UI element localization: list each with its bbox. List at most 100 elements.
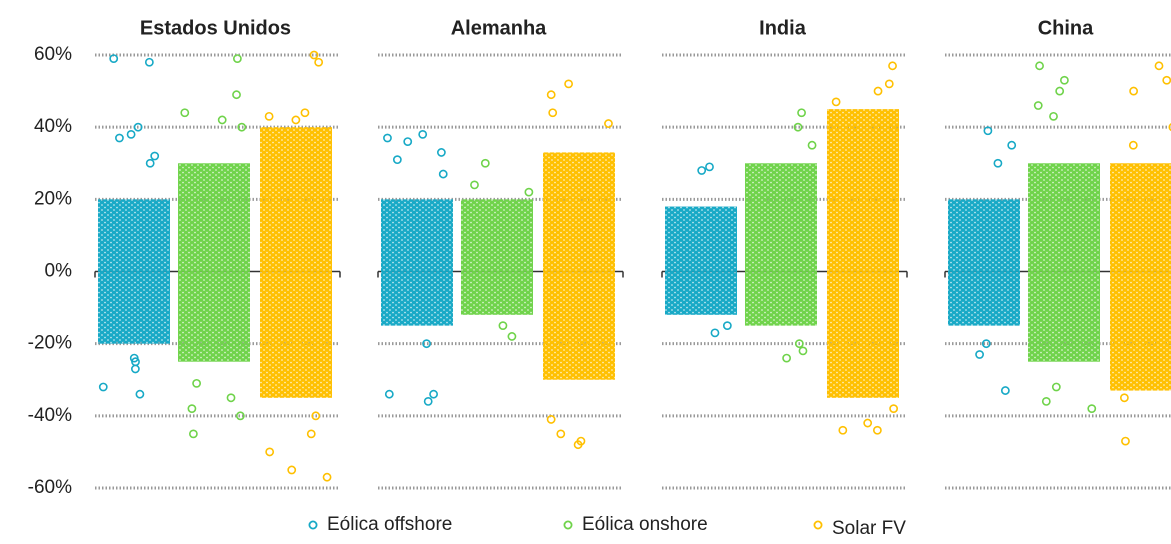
panel-title: Alemanha: [451, 17, 547, 39]
point: [1087, 404, 1097, 414]
point: [291, 115, 301, 125]
point: [797, 108, 806, 118]
legend-label: Eólica onshore: [582, 514, 708, 535]
dense-cloud: [543, 152, 615, 380]
y-tick-label: 60%: [34, 44, 72, 65]
point: [546, 90, 556, 100]
point: [556, 429, 566, 439]
dense-cloud: [948, 199, 1020, 326]
legend-marker: [813, 520, 823, 530]
dense-cloud: [260, 127, 332, 398]
y-tick-label: -60%: [28, 477, 72, 498]
point: [133, 122, 143, 132]
dense-cloud: [745, 163, 817, 326]
dense-cloud: [1028, 163, 1100, 362]
point: [993, 158, 1003, 168]
point: [309, 50, 319, 60]
point: [1121, 436, 1130, 446]
legend-label: Solar FV: [832, 518, 906, 539]
dense-cloud: [98, 199, 170, 344]
point: [145, 158, 155, 168]
legend-marker: [563, 520, 573, 530]
point: [237, 122, 247, 132]
point: [287, 465, 297, 475]
point: [983, 126, 993, 136]
point: [429, 389, 438, 399]
point: [889, 404, 899, 414]
point: [109, 54, 119, 64]
point: [1060, 75, 1069, 85]
point: [98, 382, 108, 392]
y-tick-label: 40%: [34, 116, 72, 137]
panel-title: China: [1038, 17, 1094, 39]
point: [546, 415, 556, 424]
point: [1035, 61, 1044, 71]
point: [150, 151, 160, 161]
point: [192, 378, 202, 388]
dense-cloud: [665, 206, 737, 315]
legend-label: Eólica offshore: [327, 514, 452, 535]
point: [1051, 382, 1061, 392]
point: [507, 332, 517, 341]
point: [1162, 75, 1171, 85]
y-tick-label: 0%: [45, 261, 73, 282]
point: [423, 396, 433, 406]
point: [418, 129, 428, 139]
point: [782, 353, 792, 363]
point: [981, 339, 991, 349]
legend-marker: [308, 520, 318, 530]
point: [524, 187, 534, 197]
point: [135, 389, 145, 399]
point: [422, 339, 431, 349]
dense-cloud: [1110, 163, 1171, 391]
point: [232, 90, 241, 100]
point: [306, 429, 316, 439]
point: [697, 166, 707, 175]
point: [1041, 396, 1051, 406]
point: [863, 418, 873, 428]
point: [438, 169, 448, 179]
y-tick-label: -40%: [28, 405, 72, 426]
point: [470, 180, 479, 190]
point: [498, 321, 508, 331]
y-tick-label: 20%: [34, 188, 72, 209]
point: [1007, 140, 1017, 150]
point: [384, 389, 394, 399]
point: [794, 339, 804, 349]
point: [1128, 140, 1138, 150]
dense-cloud: [178, 163, 250, 362]
point: [888, 61, 897, 71]
point: [722, 321, 732, 331]
point: [314, 57, 324, 67]
point: [322, 472, 332, 482]
point: [180, 108, 190, 118]
point: [1055, 86, 1065, 96]
point: [1119, 393, 1129, 403]
plot-area: [94, 50, 1171, 490]
point: [226, 393, 236, 403]
point: [884, 79, 894, 89]
dense-cloud: [827, 109, 899, 398]
point: [1154, 61, 1164, 71]
point: [798, 346, 808, 356]
point: [807, 140, 817, 150]
panel-title: Estados Unidos: [140, 17, 291, 39]
point: [188, 429, 198, 439]
point: [264, 111, 274, 121]
point: [710, 328, 720, 338]
point: [392, 155, 402, 165]
point: [873, 86, 883, 96]
point: [1000, 386, 1010, 395]
point: [480, 158, 490, 168]
point: [975, 350, 984, 359]
point: [300, 108, 310, 118]
point: [1129, 86, 1139, 96]
point: [838, 425, 848, 435]
point: [793, 122, 803, 132]
point: [126, 129, 136, 139]
point: [573, 440, 583, 450]
point: [187, 404, 197, 414]
point: [604, 119, 613, 128]
point: [235, 411, 245, 421]
